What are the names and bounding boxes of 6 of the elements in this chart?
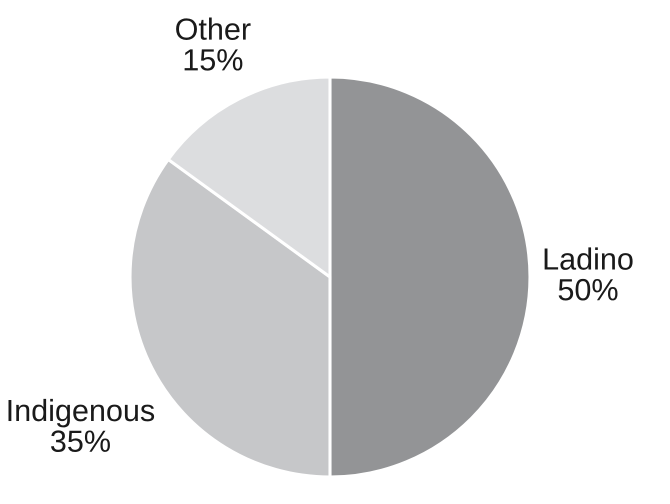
- data-label: 35%: [51, 430, 110, 452]
- data-label: 15%: [184, 49, 242, 71]
- slice-label: Other: [176, 18, 251, 40]
- slice-label: Indigenous: [8, 398, 154, 428]
- slice-label: Ladino: [544, 247, 633, 270]
- data-label: 50%: [558, 278, 618, 301]
